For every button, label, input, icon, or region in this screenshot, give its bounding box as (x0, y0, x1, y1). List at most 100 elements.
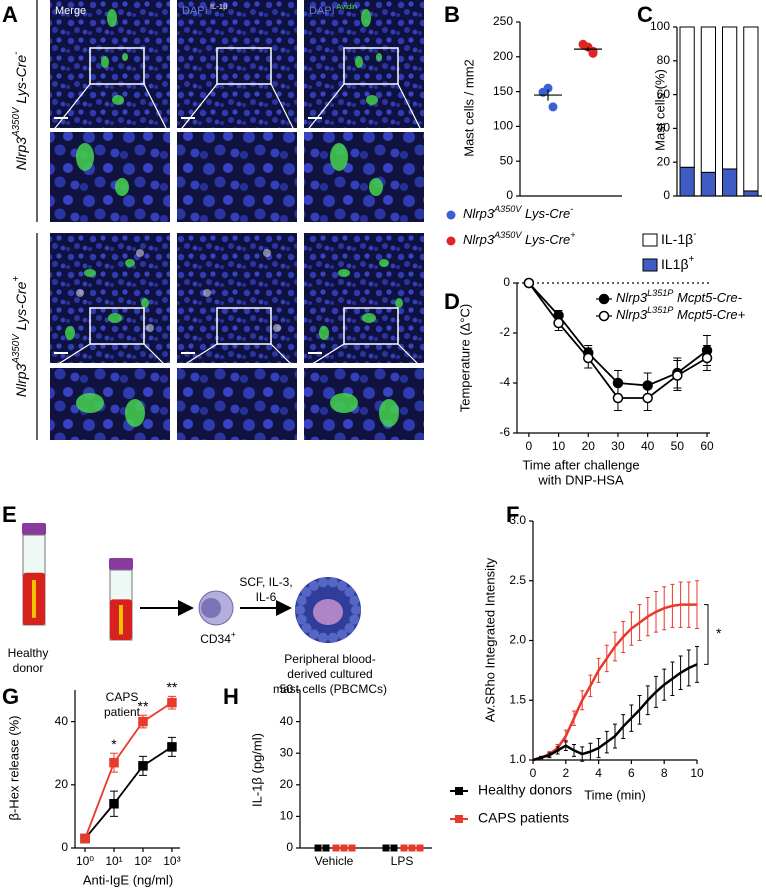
panel-letter: H (223, 684, 239, 709)
x-tick-label: 4 (595, 766, 602, 780)
bar-segment (722, 26, 738, 170)
avidin-signal (141, 298, 149, 308)
zoom-box (343, 47, 399, 85)
avidin-signal (115, 178, 129, 196)
avidin-signal (76, 143, 94, 171)
x-tick-label: 50 (671, 439, 685, 453)
x-tick-label: 10³ (163, 854, 180, 868)
point (109, 799, 119, 809)
zoom-box (343, 307, 399, 345)
y-tick-label: 80 (657, 53, 671, 67)
y-axis-label: Temperature (Δ°C) (457, 304, 472, 413)
avidin-signal (330, 393, 358, 413)
granule (301, 587, 312, 598)
point (548, 102, 558, 112)
granule (296, 595, 307, 606)
granule (309, 629, 319, 640)
x-tick-label: 10 (690, 766, 704, 780)
panel-letter: A (2, 2, 18, 27)
il1b-signal (203, 289, 211, 297)
y-tick-label: -6 (499, 425, 510, 439)
cytokine-label: SCF, IL-3, (239, 575, 292, 589)
avidin-signal (65, 326, 75, 340)
text-part: Lys-Cre (13, 55, 29, 108)
y-axis-label: Mast cells / mm2 (461, 59, 476, 157)
avidin-signal (395, 298, 403, 308)
y-tick-label: 0 (503, 275, 510, 289)
avidin-signal (366, 95, 378, 105)
avidin-signal (122, 53, 128, 61)
point (578, 39, 588, 49)
panel-letter: G (2, 684, 19, 709)
superscript: L351P (647, 288, 673, 298)
il1b-signal (76, 289, 84, 297)
x-axis-label: Time after challenge (522, 457, 639, 472)
zoom-connector (305, 83, 345, 133)
y-tick-label: 1.0 (509, 752, 526, 766)
point (109, 757, 119, 768)
significance: ** (138, 698, 149, 714)
x-axis-label: with DNP-HSA (537, 472, 624, 487)
y-tick-label: 3.0 (509, 513, 526, 527)
superscript: IL-1β (208, 2, 228, 11)
product-label: Peripheral blood- (284, 652, 375, 666)
cell-label: CD34+ (200, 629, 236, 646)
text-part: Nlrp3 (463, 206, 495, 221)
superscript: + (689, 254, 695, 265)
zoom-connector (51, 83, 91, 133)
point (523, 277, 535, 289)
point (382, 844, 390, 852)
y-tick-label: -2 (499, 325, 510, 339)
granule (337, 629, 347, 640)
superscript: A350V (493, 230, 522, 240)
granule (296, 614, 307, 625)
cytokine-label: IL-6 (256, 590, 277, 604)
legend-marker (598, 293, 610, 305)
superscript: - (11, 51, 22, 55)
micrograph (304, 233, 424, 363)
avidin-signal (84, 269, 96, 277)
point (612, 392, 624, 404)
panel-letter: D (444, 289, 460, 314)
text-part: IL1β (661, 256, 689, 272)
bar-segment (700, 171, 716, 197)
text-part: Nlrp3 (13, 363, 29, 397)
donor-label: donor (13, 661, 44, 675)
superscript: L351P (647, 305, 673, 315)
zoom-connector (51, 343, 91, 369)
panel-letter: E (2, 502, 17, 527)
il1b-signal (146, 324, 154, 332)
avidin-signal (330, 143, 348, 171)
legend-marker (598, 310, 610, 322)
superscript: + (570, 230, 575, 240)
y-tick-label: 100 (493, 119, 513, 133)
micrograph-inset (50, 368, 170, 440)
avidin-signal (125, 399, 145, 427)
y-tick-label: 10 (280, 809, 294, 823)
legend-label: Nlrp3L351P Mcpt5-Cre+ (616, 305, 746, 322)
significance: ** (166, 679, 177, 695)
micrograph-inset (304, 132, 424, 222)
point (138, 761, 148, 771)
product-label: mast cells (PBCMCs) (273, 682, 387, 696)
superscript: A350V (11, 106, 22, 138)
legend-swatch (642, 258, 658, 272)
zoom-connector (397, 343, 423, 369)
x-tick-label: 8 (661, 766, 668, 780)
granule (344, 622, 355, 633)
x-tick-label: 10¹ (105, 854, 122, 868)
granule (327, 632, 338, 643)
zoom-box (216, 307, 272, 345)
row-label: Nlrp3A350V Lys-Cre+ (11, 276, 29, 398)
avidin-signal (338, 269, 350, 277)
bar-segment (722, 168, 738, 197)
avidin-signal (76, 393, 104, 413)
avidin-signal (108, 313, 122, 323)
point (553, 317, 564, 329)
point (332, 844, 340, 852)
granule (344, 587, 355, 598)
significance-bracket (704, 604, 709, 665)
y-tick-label: 150 (493, 84, 513, 98)
micrograph (177, 0, 297, 128)
avidin-signal (376, 53, 382, 61)
